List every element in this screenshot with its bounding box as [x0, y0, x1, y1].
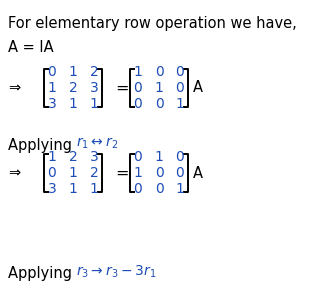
- Text: 0: 0: [134, 97, 142, 111]
- Text: ⇒: ⇒: [8, 80, 20, 95]
- Text: $r_1 \leftrightarrow r_2$: $r_1 \leftrightarrow r_2$: [76, 136, 118, 152]
- Text: 1: 1: [48, 81, 56, 95]
- Text: 0: 0: [134, 81, 142, 95]
- Text: 1: 1: [69, 65, 78, 79]
- Text: 1: 1: [134, 65, 142, 79]
- Text: 2: 2: [69, 150, 77, 164]
- Text: 2: 2: [90, 65, 98, 79]
- Text: 3: 3: [48, 97, 56, 111]
- Text: 0: 0: [155, 65, 163, 79]
- Text: 0: 0: [48, 65, 56, 79]
- Text: 0: 0: [155, 97, 163, 111]
- Text: 0: 0: [176, 150, 184, 164]
- Text: A: A: [193, 80, 203, 95]
- Text: 1: 1: [69, 182, 78, 196]
- Text: 1: 1: [69, 97, 78, 111]
- Text: Applying: Applying: [8, 138, 77, 153]
- Text: 1: 1: [69, 166, 78, 180]
- Text: 1: 1: [155, 81, 163, 95]
- Text: 0: 0: [134, 150, 142, 164]
- Text: 1: 1: [48, 150, 56, 164]
- Text: =: =: [115, 165, 129, 180]
- Text: 1: 1: [176, 182, 184, 196]
- Text: 0: 0: [176, 81, 184, 95]
- Text: A = IA: A = IA: [8, 40, 54, 55]
- Text: 0: 0: [134, 182, 142, 196]
- Text: 1: 1: [134, 166, 142, 180]
- Text: 1: 1: [90, 97, 99, 111]
- Text: 0: 0: [176, 166, 184, 180]
- Text: 0: 0: [155, 166, 163, 180]
- Text: $r_3 \rightarrow r_3 - 3r_1$: $r_3 \rightarrow r_3 - 3r_1$: [76, 264, 156, 280]
- Text: 2: 2: [90, 166, 98, 180]
- Text: 3: 3: [90, 81, 98, 95]
- Text: 0: 0: [48, 166, 56, 180]
- Text: 0: 0: [176, 65, 184, 79]
- Text: For elementary row operation we have,: For elementary row operation we have,: [8, 16, 297, 31]
- Text: 1: 1: [90, 182, 99, 196]
- Text: 1: 1: [176, 97, 184, 111]
- Text: A: A: [193, 165, 203, 180]
- Text: Applying: Applying: [8, 266, 77, 281]
- Text: =: =: [115, 80, 129, 95]
- Text: ⇒: ⇒: [8, 165, 20, 180]
- Text: 3: 3: [48, 182, 56, 196]
- Text: 2: 2: [69, 81, 77, 95]
- Text: 1: 1: [155, 150, 163, 164]
- Text: 0: 0: [155, 182, 163, 196]
- Text: 3: 3: [90, 150, 98, 164]
